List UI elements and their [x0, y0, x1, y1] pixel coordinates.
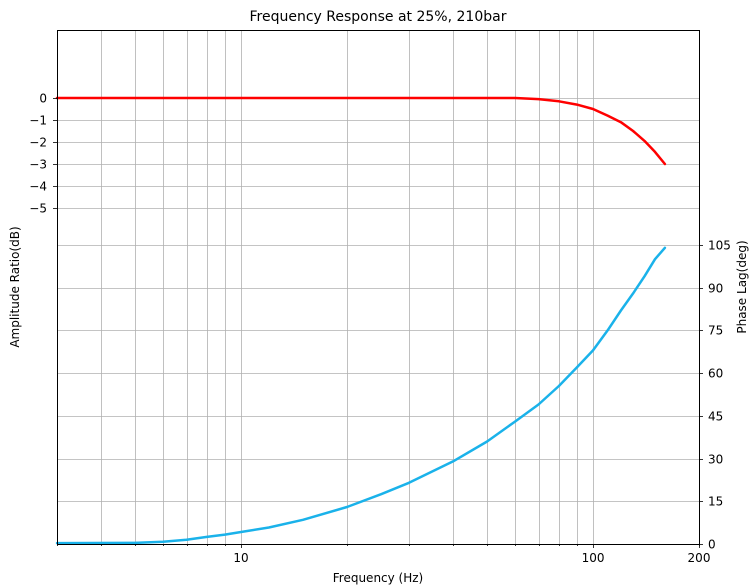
y-axis-right-label: Phase Lag(deg): [735, 240, 749, 333]
y-right-tick-label: 45: [708, 410, 723, 424]
ticks: [53, 98, 703, 548]
y-left-tick-label: −5: [29, 202, 47, 216]
series-layer: [55, 96, 667, 545]
y-axis-left-label: Amplitude Ratio(dB): [8, 226, 22, 347]
y-left-tick-label: 0: [39, 92, 47, 106]
grid: [57, 30, 700, 545]
x-tick-label: 200: [688, 551, 711, 565]
x-tick-label: 10: [233, 551, 248, 565]
chart-title: Frequency Response at 25%, 210bar: [250, 9, 507, 25]
y-left-tick-label: −2: [29, 136, 47, 150]
y-right-tick-label: 75: [708, 324, 723, 338]
x-axis-label: Frequency (Hz): [333, 571, 424, 585]
plot-frame: [57, 30, 700, 545]
y-left-tick-label: −3: [29, 158, 47, 172]
y-right-tick-label: 0: [708, 538, 716, 552]
y-left-tick-label: −4: [29, 180, 47, 194]
y-right-tick-label: 60: [708, 367, 723, 381]
y-right-tick-label: 30: [708, 453, 723, 467]
y-right-tick-label: 105: [708, 239, 731, 253]
y-right-tick-label: 15: [708, 495, 723, 509]
x-tick-label: 100: [582, 551, 605, 565]
phase-lag-line: [55, 246, 667, 545]
amplitude-ratio-line: [55, 96, 667, 166]
y-right-tick-label: 90: [708, 282, 723, 296]
y-left-tick-label: −1: [29, 114, 47, 128]
